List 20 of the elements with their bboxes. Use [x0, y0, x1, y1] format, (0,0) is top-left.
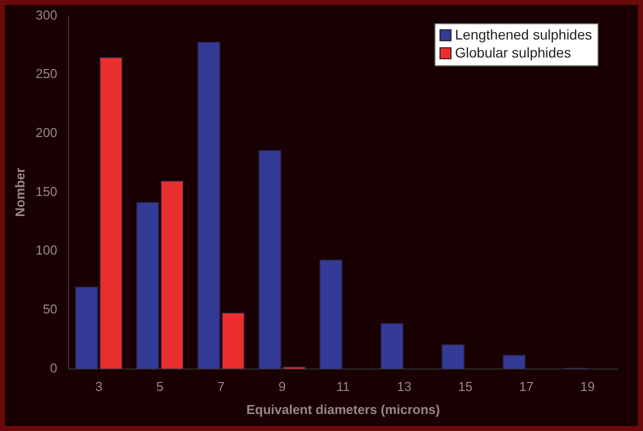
x-tick-label: 7	[217, 379, 225, 394]
y-tick-label: 50	[42, 302, 58, 317]
y-tick-label: 200	[36, 125, 58, 140]
x-tick-label: 3	[95, 379, 102, 394]
legend-label: Lengthened sulphides	[454, 26, 592, 43]
x-tick-label: 13	[396, 379, 412, 394]
y-tick-label: 0	[50, 360, 58, 376]
x-tick-label: 5	[156, 379, 164, 394]
y-tick-label: 100	[36, 242, 58, 258]
legend-label: Globular sulphides	[454, 44, 571, 61]
y-axis-title: Nomber	[12, 168, 28, 217]
y-tick-label: 150	[36, 184, 58, 199]
y-tick-label: 250	[36, 66, 58, 82]
x-tick-label: 15	[458, 379, 473, 394]
x-tick-label: 9	[278, 379, 286, 394]
x-axis-title: Equivalent diameters (microns)	[246, 402, 440, 417]
x-tick-label: 17	[519, 379, 534, 394]
x-tick-label: 11	[336, 379, 350, 394]
y-tick-label: 300	[36, 7, 58, 22]
x-tick-label: 19	[580, 379, 595, 394]
